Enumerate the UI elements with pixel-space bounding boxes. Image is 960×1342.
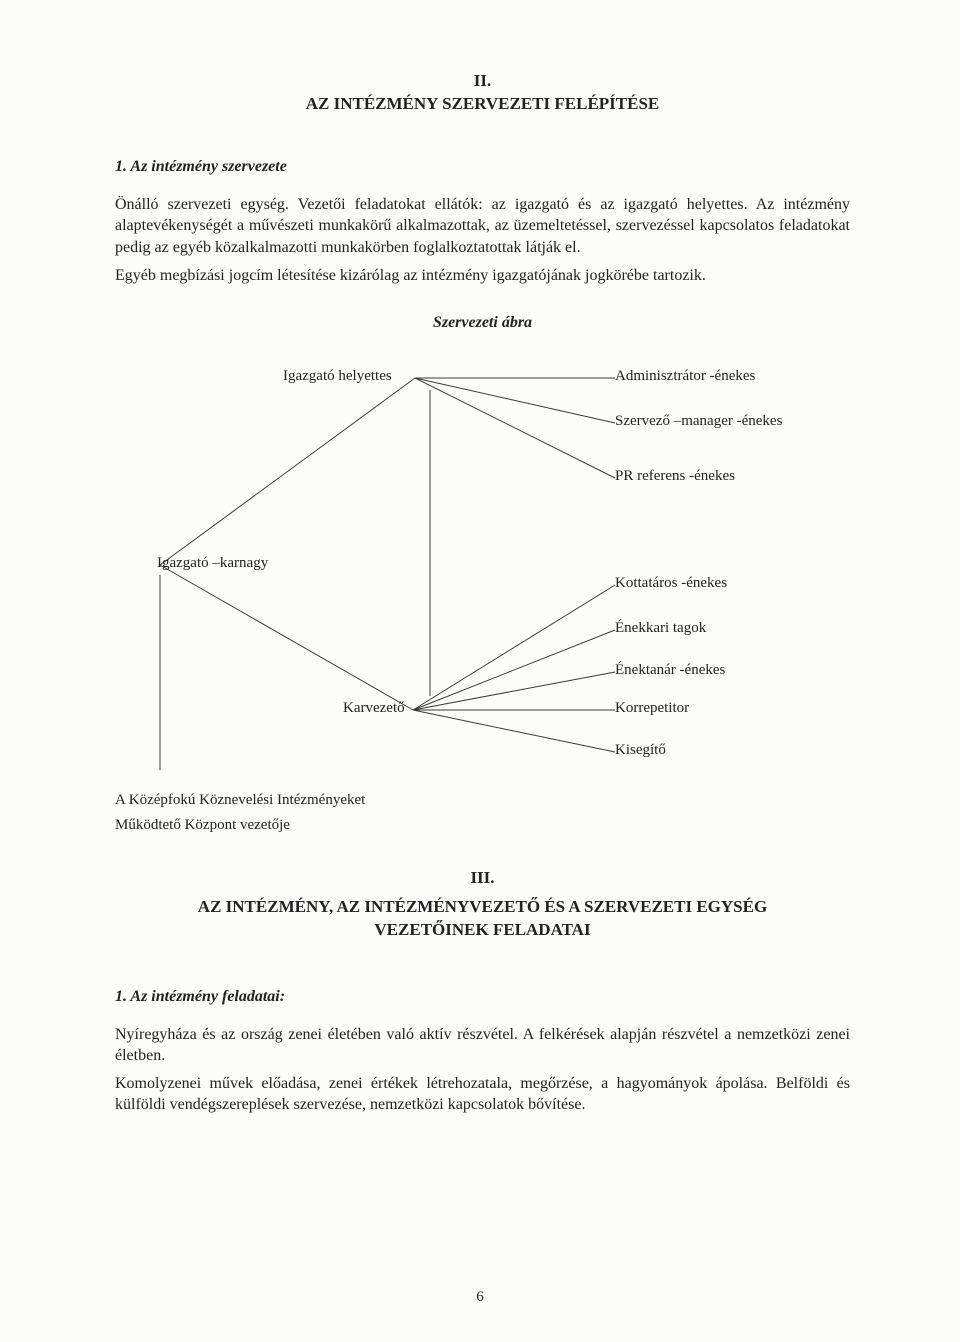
section3-1-paragraph-1: Nyíregyháza és az ország zenei életében … xyxy=(115,1024,850,1067)
org-node-kisegito: Kisegítő xyxy=(615,742,666,759)
section1-paragraph-2: Egyéb megbízási jogcím létesítése kizáró… xyxy=(115,265,850,287)
chapter-title: AZ INTÉZMÉNY SZERVEZETI FELÉPÍTÉSE xyxy=(115,93,850,116)
chapter3-title-line1: AZ INTÉZMÉNY, AZ INTÉZMÉNYVEZETŐ ÉS A SZ… xyxy=(198,897,767,916)
document-page: II. AZ INTÉZMÉNY SZERVEZETI FELÉPÍTÉSE 1… xyxy=(0,0,960,1342)
org-node-enekkari: Énekkari tagok xyxy=(615,620,706,637)
section-heading-1: 1. Az intézmény szervezete xyxy=(115,158,850,176)
section3-1-paragraph-2: Komolyzenei művek előadása, zenei értéke… xyxy=(115,1073,850,1116)
diagram-title: Szervezeti ábra xyxy=(115,314,850,332)
org-node-karvezeto: Karvezető xyxy=(343,700,405,717)
diagram-caption-line-1: A Középfokú Köznevelési Intézményeket xyxy=(115,790,850,810)
org-node-pr: PR referens -énekes xyxy=(615,468,735,485)
chapter3-title: AZ INTÉZMÉNY, AZ INTÉZMÉNYVEZETŐ ÉS A SZ… xyxy=(115,896,850,942)
org-node-igazgato_karnagy: Igazgató –karnagy xyxy=(157,555,268,572)
org-node-kottataros: Kottatáros -énekes xyxy=(615,575,727,592)
chapter-numeral: II. xyxy=(115,70,850,93)
org-node-korrepetitor: Korrepetitor xyxy=(615,700,689,717)
section1-paragraph-1: Önálló szervezeti egység. Vezetői felada… xyxy=(115,194,850,259)
org-node-admin: Adminisztrátor -énekes xyxy=(615,368,755,385)
diagram-caption-line-2: Működtető Központ vezetője xyxy=(115,815,850,835)
org-node-szervezo: Szervező –manager -énekes xyxy=(615,413,782,430)
chapter3-title-line2: VEZETŐINEK FELADATAI xyxy=(374,920,590,939)
org-node-enektanar: Énektanár -énekes xyxy=(615,662,725,679)
section3-1-heading: 1. Az intézmény feladatai: xyxy=(115,988,850,1006)
org-chart-diagram: Igazgató helyettes Igazgató –karnagy Karve… xyxy=(115,350,855,780)
page-number: 6 xyxy=(0,1289,960,1306)
org-node-igazgato_helyettes: Igazgató helyettes xyxy=(283,368,392,385)
chapter3-numeral: III. xyxy=(115,867,850,890)
